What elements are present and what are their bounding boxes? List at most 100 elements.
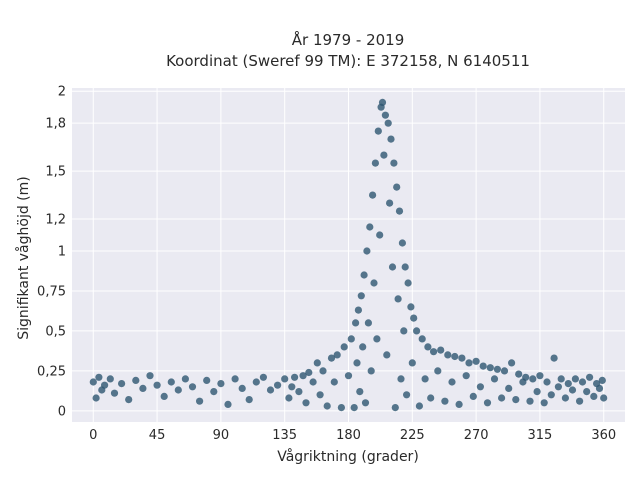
data-point <box>350 404 358 412</box>
data-point <box>543 378 551 386</box>
data-point <box>391 404 399 412</box>
x-tick-label: 225 <box>400 428 425 443</box>
data-point <box>352 319 360 327</box>
data-point <box>259 373 267 381</box>
x-tick-label: 360 <box>591 428 616 443</box>
data-point <box>364 319 372 327</box>
data-point <box>401 263 409 271</box>
x-tick-label: 135 <box>272 428 297 443</box>
data-point <box>274 381 282 389</box>
data-point <box>378 98 387 106</box>
data-point <box>451 352 459 361</box>
data-point <box>316 391 324 399</box>
x-tick-labels: 0 45 90 135 180 225 270 315 360 <box>89 428 616 443</box>
x-tick-label: 90 <box>213 428 230 443</box>
y-tick-label: 1,5 <box>45 165 66 180</box>
data-point <box>394 295 402 303</box>
data-point <box>441 397 449 405</box>
data-point <box>291 373 299 381</box>
data-point <box>118 380 126 388</box>
data-point <box>210 388 218 396</box>
x-tick-label: 180 <box>336 428 361 443</box>
data-point <box>512 396 520 404</box>
data-point <box>462 372 470 380</box>
data-point <box>305 368 313 377</box>
data-point <box>106 375 114 383</box>
data-point <box>285 394 293 402</box>
data-point <box>421 375 429 383</box>
data-point <box>302 399 310 407</box>
data-point <box>455 400 463 408</box>
data-point <box>288 383 296 391</box>
data-point <box>340 343 348 351</box>
data-point <box>146 372 154 380</box>
y-axis-title: Signifikant våghöjd (m) <box>15 176 32 339</box>
data-point <box>437 346 445 354</box>
data-point <box>231 375 239 383</box>
data-point <box>370 279 378 287</box>
data-point <box>359 343 367 351</box>
data-point <box>374 127 382 135</box>
x-tick-label: 45 <box>149 428 166 443</box>
data-point <box>595 384 604 392</box>
data-point <box>252 378 260 386</box>
data-point <box>181 375 189 383</box>
x-axis-title: Vågriktning (grader) <box>277 448 419 465</box>
data-point <box>561 394 570 402</box>
data-point <box>400 327 408 335</box>
chart-subtitle: Koordinat (Sweref 99 TM): E 372158, N 61… <box>166 52 530 70</box>
data-point <box>356 388 364 396</box>
data-point <box>493 365 501 373</box>
data-point <box>196 397 204 405</box>
data-point <box>353 359 361 367</box>
data-point <box>564 380 572 388</box>
y-tick-label: 0,75 <box>37 284 66 299</box>
data-point <box>444 351 452 359</box>
data-point <box>281 375 289 383</box>
data-point <box>295 388 303 396</box>
data-point <box>533 388 541 396</box>
data-point <box>383 351 391 359</box>
data-point <box>330 378 338 386</box>
data-point <box>386 199 394 207</box>
data-point <box>600 394 608 402</box>
data-point <box>547 391 555 399</box>
data-point <box>384 119 392 127</box>
data-point <box>371 159 379 167</box>
data-point <box>390 159 398 167</box>
data-point <box>418 335 426 343</box>
data-point <box>578 378 587 386</box>
data-point <box>472 357 480 365</box>
y-tick-label: 1 <box>58 245 66 260</box>
data-points <box>89 98 608 412</box>
y-tick-label: 0,5 <box>45 324 66 339</box>
y-tick-label: 0,25 <box>37 364 66 379</box>
data-point <box>174 386 182 394</box>
data-point <box>309 378 317 386</box>
data-point <box>167 378 175 386</box>
data-point <box>498 394 506 402</box>
x-tick-label: 0 <box>89 428 97 443</box>
data-point <box>476 383 484 391</box>
data-point <box>407 303 415 311</box>
data-point <box>500 367 509 375</box>
data-point <box>319 367 327 375</box>
data-point <box>125 396 133 404</box>
data-point <box>404 279 412 287</box>
data-point <box>299 372 307 380</box>
data-point <box>245 396 253 404</box>
data-point <box>408 359 416 367</box>
y-tick-labels: 0 0,25 0,5 0,75 1 1,2 1,5 1,8 2 <box>37 85 66 420</box>
data-point <box>381 111 389 119</box>
data-point <box>550 354 558 362</box>
x-tick-label: 270 <box>464 428 489 443</box>
y-tick-label: 2 <box>58 85 66 100</box>
data-point <box>363 247 371 255</box>
data-point <box>427 394 435 402</box>
data-point <box>160 392 168 400</box>
data-point <box>373 335 381 343</box>
data-point <box>217 380 225 388</box>
data-point <box>458 354 466 362</box>
data-point <box>397 375 405 383</box>
